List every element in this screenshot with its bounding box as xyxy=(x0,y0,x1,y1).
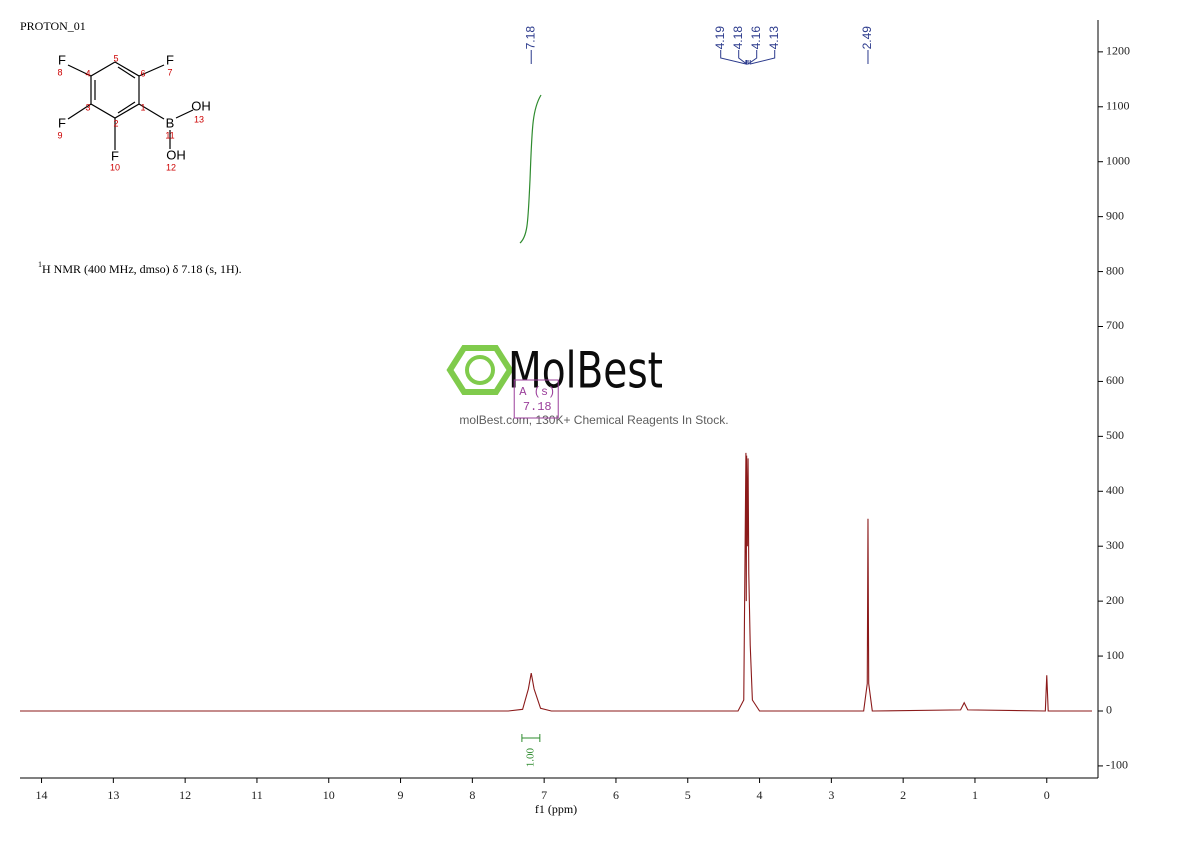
peak-label: 4.16 xyxy=(749,26,763,50)
multiplet-box xyxy=(513,379,559,419)
atom-number: 10 xyxy=(110,162,120,172)
y-tick-label: 0 xyxy=(1106,703,1112,717)
atom-number: 13 xyxy=(194,114,204,124)
peak-label: 4.13 xyxy=(767,26,781,50)
peak-label: 2.49 xyxy=(860,26,874,50)
chart-title: PROTON_01 xyxy=(20,19,86,33)
y-tick-label: 1200 xyxy=(1106,44,1130,58)
x-tick-label: 14 xyxy=(36,788,48,802)
integral-label: 1.00 xyxy=(524,748,536,768)
x-tick-label: 13 xyxy=(107,788,119,802)
spectrum-line xyxy=(20,452,1092,712)
x-tick-label: 0 xyxy=(1044,788,1050,802)
atom-number: 3 xyxy=(85,102,90,112)
atom-label: F xyxy=(166,52,174,67)
y-tick-label: 400 xyxy=(1106,483,1124,497)
peak-label: 4.18 xyxy=(731,26,745,50)
multiplet-label: A (s) xyxy=(519,385,555,399)
y-tick-label: 700 xyxy=(1106,318,1124,332)
x-tick-label: 5 xyxy=(685,788,691,802)
y-tick-label: 1100 xyxy=(1106,99,1130,113)
peak-label-leader xyxy=(749,50,776,65)
integral-curve xyxy=(519,94,542,244)
atom-label: B xyxy=(166,115,175,130)
x-tick-label: 10 xyxy=(323,788,335,802)
x-tick-label: 1 xyxy=(972,788,978,802)
watermark-tagline: molBest.com, 130K+ Chemical Reagents In … xyxy=(459,413,728,427)
atom-label: OH xyxy=(191,98,211,113)
multiplet-shift: 7.18 xyxy=(523,400,552,414)
y-tick-label: -100 xyxy=(1106,758,1128,772)
x-tick-label: 3 xyxy=(828,788,834,802)
atom-label: OH xyxy=(166,147,186,162)
nmr-description: 1H NMR (400 MHz, dmso) δ 7.18 (s, 1H). xyxy=(38,260,242,276)
x-tick-label: 11 xyxy=(251,788,263,802)
atom-number: 4 xyxy=(85,68,90,78)
atom-number: 8 xyxy=(57,67,62,77)
peak-label: 4.19 xyxy=(713,26,727,50)
atom-number: 11 xyxy=(165,130,174,140)
peak-label: 7.18 xyxy=(523,26,537,50)
y-tick-label: 200 xyxy=(1106,593,1124,607)
atom-label: F xyxy=(58,52,66,67)
atom-number: 5 xyxy=(113,53,118,63)
x-tick-label: 7 xyxy=(541,788,547,802)
y-tick-label: 300 xyxy=(1106,538,1124,552)
x-tick-label: 12 xyxy=(179,788,191,802)
atom-number: 12 xyxy=(166,162,176,172)
watermark-brand: MolBest xyxy=(508,342,663,400)
watermark: MolBest molBest.com, 130K+ Chemical Reag… xyxy=(446,342,729,427)
atom-number: 9 xyxy=(57,130,62,140)
y-tick-label: 1000 xyxy=(1106,153,1130,167)
y-tick-label: 800 xyxy=(1106,263,1124,277)
x-tick-label: 2 xyxy=(900,788,906,802)
molecule-bonds xyxy=(67,61,194,150)
peak-label-leader xyxy=(720,50,747,65)
y-tick-label: 500 xyxy=(1106,428,1124,442)
x-axis-label: f1 (ppm) xyxy=(535,802,577,816)
x-tick-label: 8 xyxy=(469,788,475,802)
y-tick-label: 600 xyxy=(1106,373,1124,387)
y-tick-label: 100 xyxy=(1106,648,1124,662)
atom-label: F xyxy=(58,115,66,130)
atom-number: 6 xyxy=(140,68,145,78)
x-tick-label: 6 xyxy=(613,788,619,802)
x-tick-label: 9 xyxy=(398,788,404,802)
x-tick-label: 4 xyxy=(757,788,763,802)
atom-number: 1 xyxy=(140,102,145,112)
atom-label: F xyxy=(111,148,119,163)
description-text: H NMR (400 MHz, dmso) δ 7.18 (s, 1H). xyxy=(42,262,242,276)
atom-number: 7 xyxy=(167,67,172,77)
y-tick-label: 900 xyxy=(1106,208,1124,222)
superscript: 1 xyxy=(38,260,42,269)
atom-number: 2 xyxy=(113,118,118,128)
peak-label-leader xyxy=(747,50,758,65)
peak-label-leader xyxy=(738,50,748,66)
